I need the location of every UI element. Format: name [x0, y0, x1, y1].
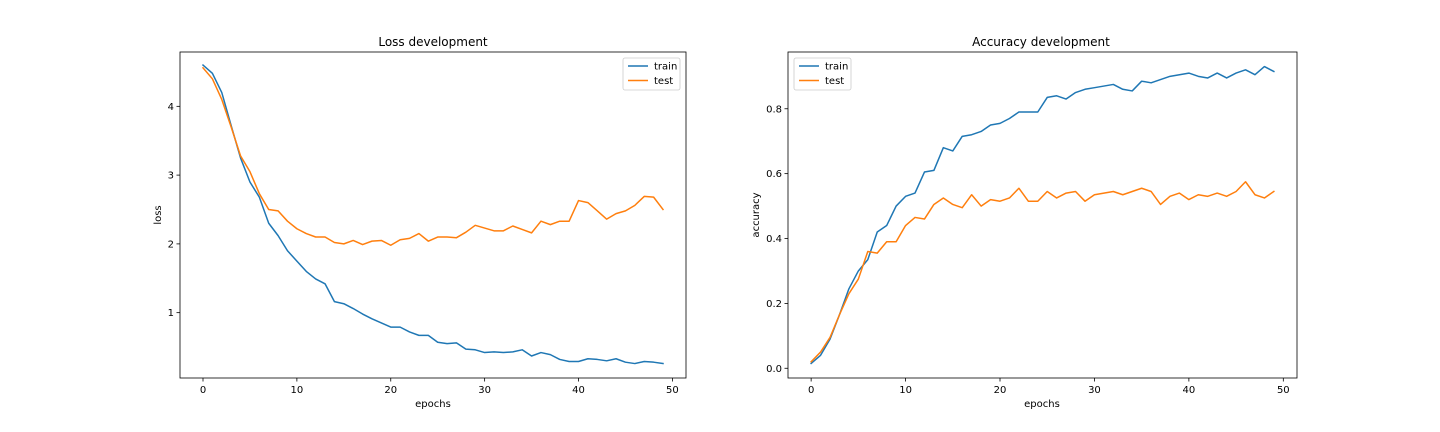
y-tick-label: 4 [168, 102, 174, 113]
series-lines [201, 64, 665, 365]
x-tick-label: 50 [1277, 385, 1290, 396]
chart-title: Loss development [378, 35, 488, 49]
x-tick-label: 50 [666, 385, 679, 396]
legend-label: train [825, 62, 848, 73]
y-tick-label: 1 [168, 308, 174, 319]
y-tick-label: 0.0 [766, 364, 782, 375]
legend: train test [622, 57, 681, 91]
x-tick-label: 20 [384, 385, 397, 396]
x-tick-label: 30 [1088, 385, 1101, 396]
y-tick-label: 2 [168, 239, 174, 250]
series-line-test [201, 66, 665, 247]
series-line-train [810, 65, 1275, 365]
x-tick-label: 10 [291, 385, 304, 396]
x-tick-label: 20 [994, 385, 1007, 396]
x-tick-label: 0 [200, 385, 206, 396]
y-tick-label: 0.8 [766, 104, 782, 115]
tick-group: 0 10 20 30 40 50 0.0 0.2 0.4 0.6 0.8 [766, 104, 1290, 396]
series-line-test [810, 181, 1275, 363]
y-axis-label: loss [153, 205, 164, 224]
legend: train test [793, 57, 852, 91]
y-tick-label: 3 [168, 171, 174, 182]
y-tick-label: 0.6 [766, 169, 782, 180]
axes-frame [179, 51, 687, 379]
legend-label: train [654, 62, 677, 73]
x-axis-label: epochs [415, 399, 451, 410]
y-axis-label: accuracy [751, 192, 762, 237]
legend-label: test [654, 76, 673, 87]
series-line-train [201, 64, 664, 365]
x-tick-label: 30 [478, 385, 491, 396]
series-lines [810, 65, 1275, 365]
y-tick-label: 0.4 [766, 234, 782, 245]
x-tick-label: 40 [572, 385, 585, 396]
legend-label: test [825, 76, 844, 87]
accuracy-chart: Accuracy development 0 10 20 30 40 50 0.0 0.2 0.… [751, 35, 1298, 410]
tick-group: 0 10 20 30 40 50 1 2 3 4 [168, 102, 679, 396]
x-tick-label: 0 [808, 385, 814, 396]
x-axis-label: epochs [1024, 399, 1060, 410]
x-tick-label: 40 [1183, 385, 1196, 396]
y-tick-label: 0.2 [766, 299, 782, 310]
axes-frame [787, 51, 1298, 379]
x-tick-label: 10 [899, 385, 912, 396]
chart-title: Accuracy development [972, 35, 1110, 49]
